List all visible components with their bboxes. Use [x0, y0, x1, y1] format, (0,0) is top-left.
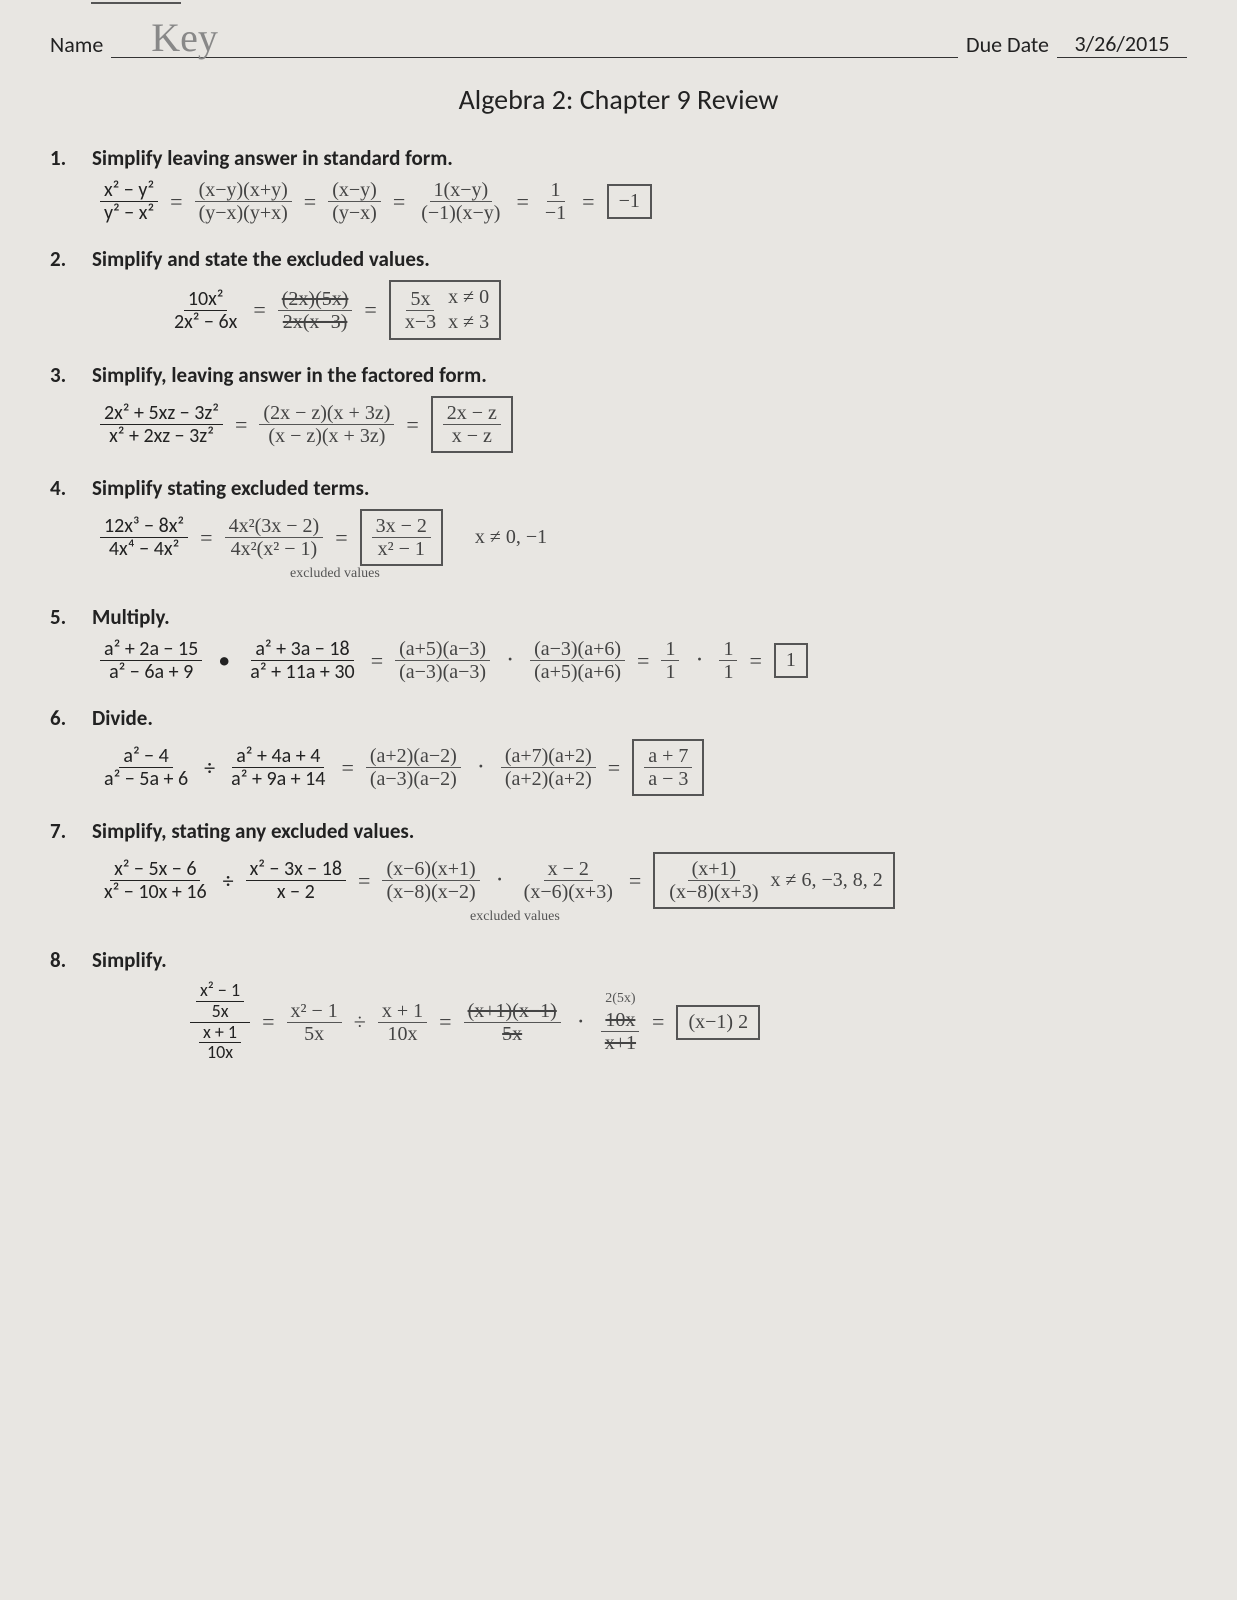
- problem-1: 1.Simplify leaving answer in standard fo…: [50, 145, 1187, 224]
- exclusion-note: excluded values: [290, 566, 1187, 582]
- problem-expression: x² − 3x − 18x − 2: [246, 858, 346, 903]
- scribble-mark: [91, 2, 181, 4]
- answer-box: −1: [607, 184, 652, 219]
- problem-expression: x² − y²y² − x²: [100, 179, 158, 224]
- exclusion-note: excluded values: [470, 909, 1187, 925]
- due-date-value: 3/26/2015: [1057, 30, 1187, 58]
- problem-expression: 12x³ − 8x²4x⁴ − 4x²: [100, 515, 188, 560]
- problem-expression: x² − 5x − 6x² − 10x + 16: [100, 858, 211, 903]
- problem-expression: a² + 3a − 18a² + 11a + 30: [246, 638, 358, 683]
- due-date-label: Due Date: [966, 31, 1049, 58]
- answer-box: 2x − zx − z: [431, 396, 513, 453]
- problem-6: 6.Divide. a² − 4a² − 5a + 6 ÷ a² + 4a + …: [50, 705, 1187, 796]
- problem-expression: a² + 2a − 15a² − 6a + 9: [100, 638, 202, 683]
- problem-5: 5.Multiply. a² + 2a − 15a² − 6a + 9 • a²…: [50, 604, 1187, 683]
- problem-expression: a² − 4a² − 5a + 6: [100, 745, 192, 790]
- complex-fraction: x² − 15x x + 110x: [190, 981, 250, 1063]
- answer-box: a + 7a − 3: [632, 739, 704, 796]
- answer-box: 5xx−3 x ≠ 0x ≠ 3: [389, 280, 501, 340]
- worksheet-header: Name Key Due Date 3/26/2015: [50, 30, 1187, 58]
- problem-expression: 10x²2x² − 6x: [170, 288, 241, 333]
- problem-8: 8.Simplify. x² − 15x x + 110x = x² − 15x…: [50, 947, 1187, 1063]
- name-label: Name: [50, 31, 103, 58]
- name-value: Key: [151, 14, 218, 61]
- problem-2: 2.Simplify and state the excluded values…: [50, 246, 1187, 340]
- name-field: Key: [111, 32, 958, 58]
- problem-4: 4.Simplify stating excluded terms. 12x³ …: [50, 475, 1187, 582]
- answer-box: 1: [774, 643, 808, 678]
- problem-7: 7.Simplify, stating any excluded values.…: [50, 818, 1187, 925]
- answer-box: 3x − 2x² − 1: [360, 509, 443, 566]
- answer-box: (x−1) 2: [676, 1005, 760, 1040]
- problem-expression: a² + 4a + 4a² + 9a + 14: [227, 745, 329, 790]
- page-title: Algebra 2: Chapter 9 Review: [50, 82, 1187, 117]
- answer-box: (x+1)(x−8)(x+3) x ≠ 6, −3, 8, 2: [653, 852, 894, 909]
- problem-expression: 2x² + 5xz − 3z²x² + 2xz − 3z²: [100, 402, 223, 447]
- problem-3: 3.Simplify, leaving answer in the factor…: [50, 362, 1187, 453]
